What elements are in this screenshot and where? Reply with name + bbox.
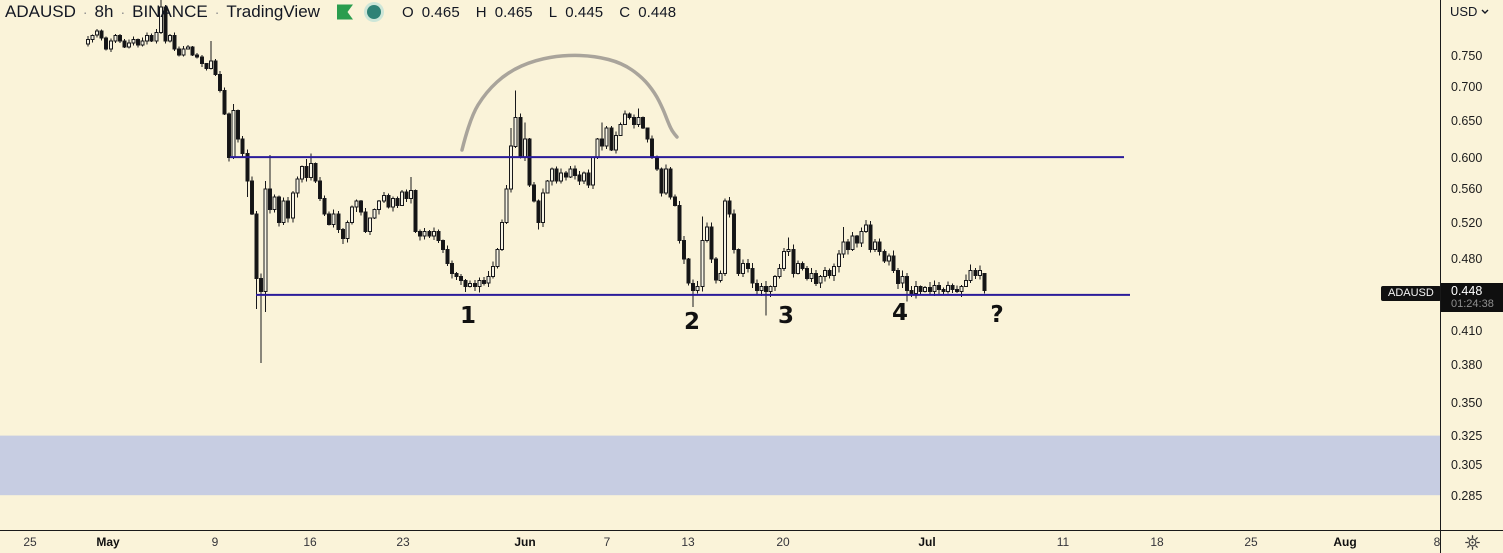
text-annotation-4[interactable]: 4 — [892, 300, 908, 326]
time-tick: 18 — [1150, 535, 1164, 549]
currency-label: USD — [1450, 4, 1478, 19]
text-annotation-1[interactable]: 1 — [460, 303, 476, 329]
time-tick: 16 — [303, 535, 317, 549]
price-chart-canvas[interactable]: 1 2 3 4? — [0, 0, 1440, 530]
current-price-badge: 0.448 01:24:38 — [1441, 283, 1503, 312]
axis-settings-button[interactable] — [1440, 530, 1503, 553]
text-annotation-2[interactable]: 2 — [684, 309, 700, 335]
text-annotation-3[interactable]: 3 — [778, 303, 794, 329]
time-tick: Jul — [918, 535, 936, 549]
time-tick: 23 — [396, 535, 410, 549]
gear-icon — [1464, 534, 1480, 550]
price-tick: 0.700 — [1451, 80, 1483, 95]
time-tick: 9 — [211, 535, 219, 549]
time-tick: Jun — [514, 535, 536, 549]
time-axis[interactable]: 25 May 9 16 23 Jun 7 13 20 Jul 11 18 25 Aug 8 — [0, 530, 1440, 553]
price-tick: 0.650 — [1451, 114, 1483, 129]
price-tick: 0.380 — [1451, 358, 1483, 373]
time-tick: Aug — [1333, 535, 1357, 549]
arc-drawing[interactable] — [460, 53, 679, 152]
time-tick: 20 — [776, 535, 790, 549]
price-axis[interactable]: USD 0.750 0.700 0.650 0.600 0.560 0.520 0.480 0… — [1440, 0, 1503, 530]
price-line-symbol-badge: ADAUSD — [1381, 286, 1440, 301]
time-tick: 13 — [681, 535, 695, 549]
currency-selector[interactable]: USD — [1450, 4, 1489, 19]
price-tick: 0.560 — [1451, 181, 1483, 196]
text-annotation-?[interactable]: ? — [990, 302, 1003, 328]
time-tick: 7 — [603, 535, 611, 549]
time-tick: May — [96, 535, 120, 549]
candles — [86, 0, 987, 363]
price-zone-band[interactable] — [0, 435, 1440, 496]
current-price: 0.448 — [1451, 284, 1483, 298]
time-tick: 8 — [1433, 535, 1440, 549]
time-tick: 11 — [1056, 535, 1070, 549]
time-tick: 25 — [1244, 535, 1258, 549]
chevron-down-icon — [1481, 9, 1489, 14]
price-tick: 0.305 — [1451, 458, 1483, 473]
price-tick: 0.410 — [1451, 323, 1483, 338]
chart-pane[interactable]: 1 2 3 4? ADAUSD · 8h · BINANCE · TradingVie… — [0, 0, 1440, 530]
price-tick: 0.600 — [1451, 150, 1483, 165]
price-tick: 0.520 — [1451, 215, 1483, 230]
price-tick: 0.285 — [1451, 489, 1483, 503]
time-tick: 25 — [23, 535, 37, 549]
price-tick: 0.350 — [1451, 395, 1483, 410]
price-tick: 0.325 — [1451, 429, 1483, 444]
price-tick: 0.750 — [1451, 49, 1483, 63]
bar-countdown: 01:24:38 — [1451, 298, 1494, 310]
price-tick: 0.480 — [1451, 251, 1483, 266]
